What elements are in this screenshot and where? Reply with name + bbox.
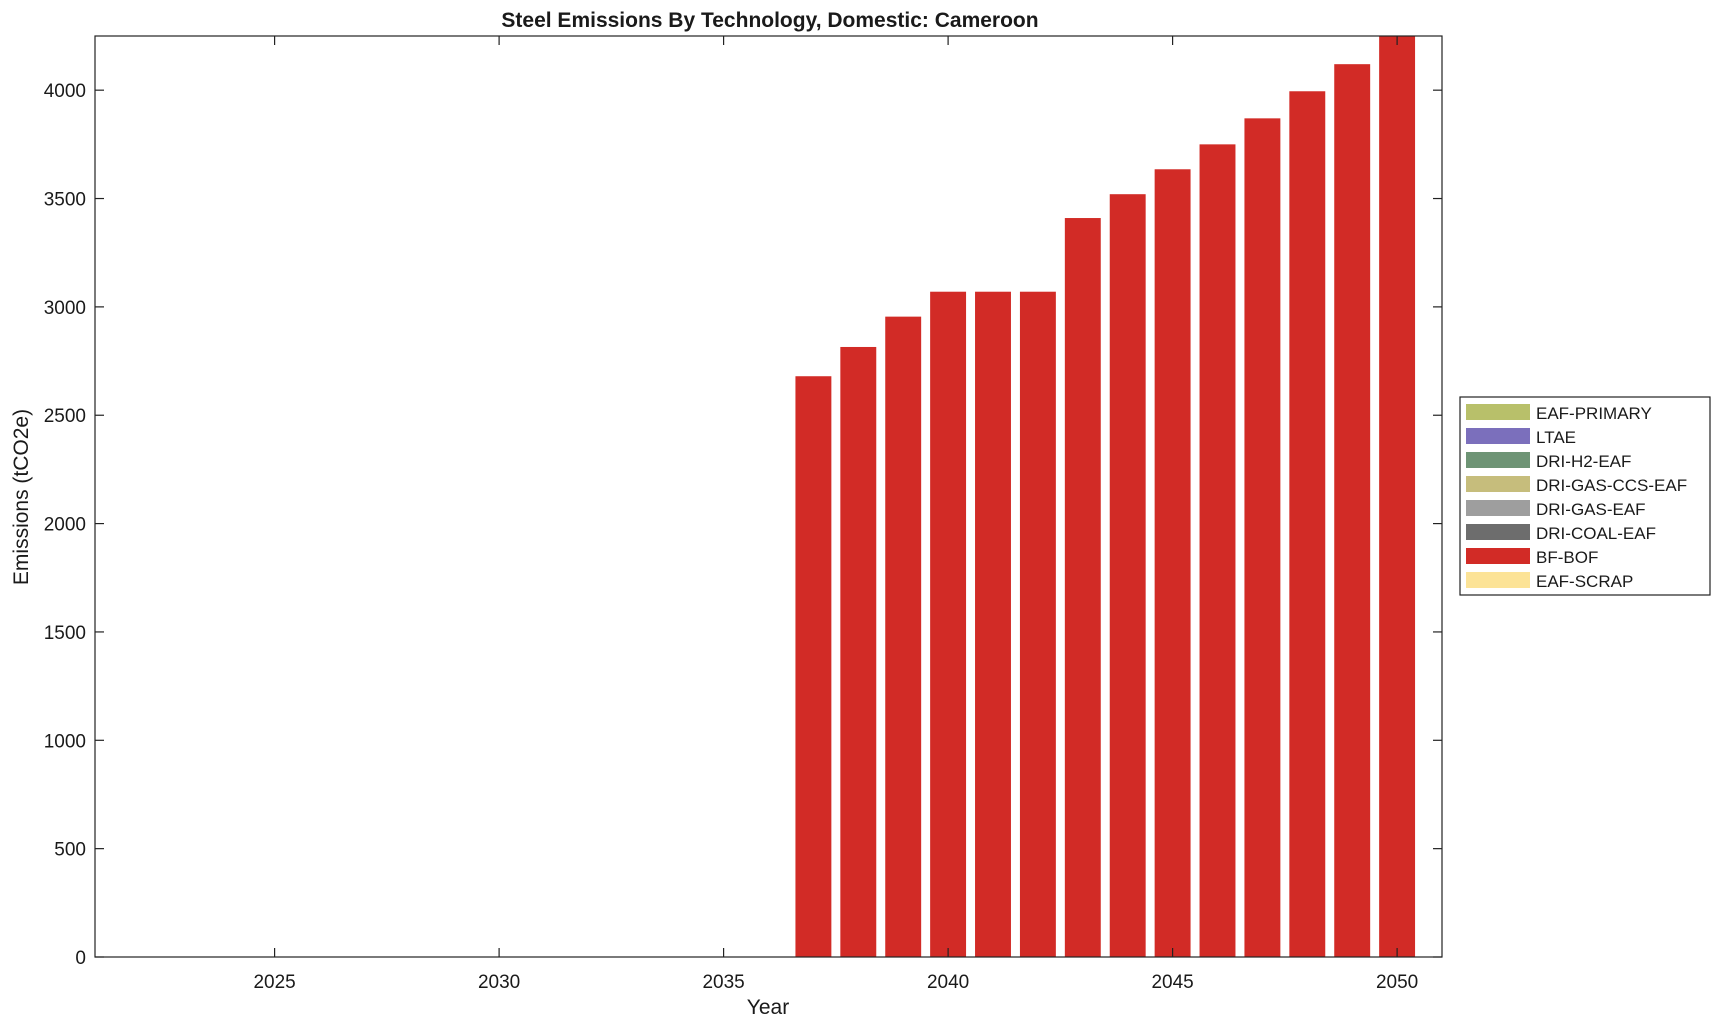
y-tick-label-3500: 3500 (44, 190, 86, 211)
plot-area-frame (94, 35, 1443, 958)
bar-bf-bof-2049 (1334, 64, 1371, 958)
bar-bf-bof-2038 (840, 346, 877, 958)
bar-bf-bof-2042 (1019, 291, 1056, 957)
x-axis-label: Year (747, 996, 789, 1019)
bar-bf-bof-2050 (1379, 36, 1416, 957)
x-tick-label-2035: 2035 (702, 972, 744, 993)
legend-label-dri-h2-eaf: DRI-H2-EAF (1536, 452, 1631, 471)
bar-bf-bof-2047 (1244, 118, 1281, 957)
legend-items: EAF-PRIMARY LTAE DRI-H2-EAF DRI-GAS-CCS-EAF… (1466, 404, 1687, 591)
legend: EAF-PRIMARY LTAE DRI-H2-EAF DRI-GAS-CCS-EAF… (1459, 396, 1711, 596)
legend-swatch-dri-coal-eaf (1466, 524, 1530, 540)
bar-bf-bof-2041 (975, 291, 1011, 957)
y-tick-label-1000: 1000 (44, 731, 86, 752)
bar-bf-bof-2046 (1199, 144, 1236, 958)
legend-label-bf-bof: BF-BOF (1536, 548, 1598, 567)
bar-bf-bof-2045 (1154, 169, 1191, 958)
y-tick-label-2000: 2000 (44, 515, 86, 536)
y-tick-label-0: 0 (75, 948, 86, 969)
x-tick-label-2045: 2045 (1151, 972, 1193, 993)
legend-label-dri-gas-ccs-eaf: DRI-GAS-CCS-EAF (1536, 476, 1687, 495)
y-tick-label-1500: 1500 (44, 623, 86, 644)
legend-swatch-eaf-primary (1466, 404, 1530, 420)
legend-swatch-bf-bof (1466, 548, 1530, 564)
legend-swatch-dri-h2-eaf (1466, 452, 1530, 468)
y-tick-label-2500: 2500 (44, 406, 86, 427)
bar-bf-bof-2039 (885, 316, 922, 957)
bar-bf-bof-2040 (930, 291, 967, 957)
bar-bf-bof-2044 (1109, 194, 1146, 957)
legend-swatch-eaf-scrap (1466, 572, 1530, 588)
x-tick-label-2025: 2025 (253, 972, 295, 993)
legend-swatch-ltae (1466, 428, 1530, 444)
legend-swatch-dri-gas-eaf (1466, 500, 1530, 516)
x-tick-label-2040: 2040 (927, 972, 969, 993)
legend-label-ltae: LTAE (1536, 428, 1576, 447)
y-tick-label-4000: 4000 (44, 81, 86, 102)
bar-bf-bof-2048 (1289, 91, 1326, 957)
legend-label-dri-coal-eaf: DRI-COAL-EAF (1536, 524, 1656, 543)
x-tick-label-2050: 2050 (1376, 972, 1418, 993)
bar-bf-bof-2037 (795, 376, 832, 957)
legend-label-eaf-primary: EAF-PRIMARY (1536, 404, 1652, 423)
chart-title: Steel Emissions By Technology, Domestic:… (501, 9, 1038, 32)
legend-swatch-dri-gas-ccs-eaf (1466, 476, 1530, 492)
bar-bf-bof-2043 (1064, 218, 1101, 957)
bars-layer (795, 36, 1416, 958)
y-tick-label-3000: 3000 (44, 298, 86, 319)
y-axis-label: Emissions (tCO2e) (10, 409, 33, 585)
axis-ticks: 2025 2030 2035 2040 2045 2050 0 500 1000 1500 2000… (44, 36, 1442, 993)
legend-label-dri-gas-eaf: DRI-GAS-EAF (1536, 500, 1646, 519)
x-tick-label-2030: 2030 (478, 972, 520, 993)
y-tick-label-500: 500 (54, 840, 86, 861)
legend-label-eaf-scrap: EAF-SCRAP (1536, 572, 1633, 591)
